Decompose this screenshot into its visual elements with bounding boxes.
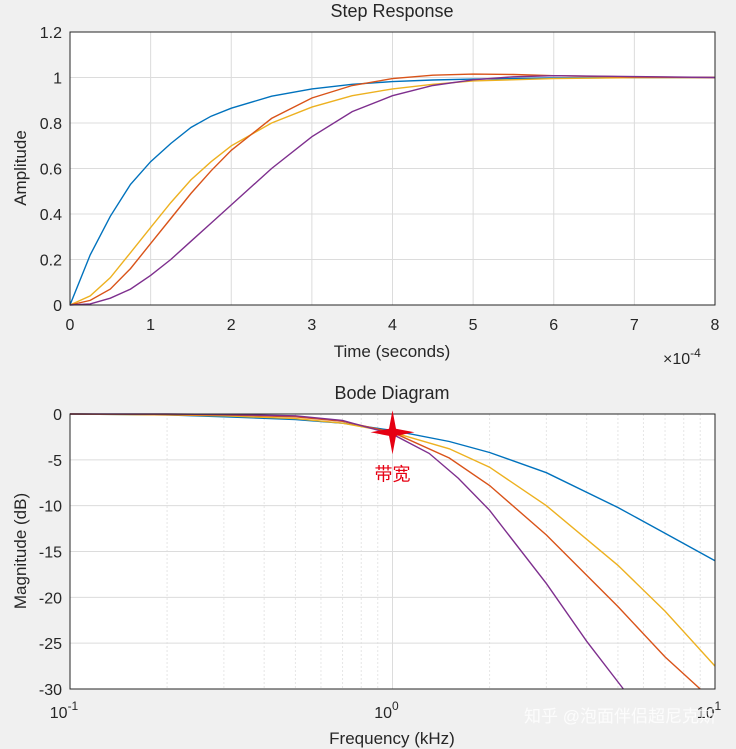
- bode-ytick-label: 0: [53, 407, 62, 424]
- bode-xtick-base: 10: [374, 705, 392, 722]
- step-ytick-label: 1.2: [40, 25, 62, 42]
- bode-series-line-2: [69, 413, 716, 667]
- bandwidth-star-marker: [370, 410, 415, 455]
- step-xtick-label: 4: [388, 317, 397, 334]
- bandwidth-annotation: 带宽: [370, 410, 415, 484]
- step-tick-labels: 0 1 2 3 4 5 6 7 8 0 0.2 0.4 0.6 0.8 1 1.2: [40, 25, 720, 334]
- bode-xtick-exponent: -1: [68, 699, 79, 713]
- bode-ytick-label: -10: [39, 499, 62, 516]
- step-xtick-label: 1: [146, 317, 155, 334]
- bode-xlabel: Frequency (kHz): [329, 729, 455, 748]
- bode-xtick-base: 10: [697, 705, 715, 722]
- step-ytick-label: 0: [53, 298, 62, 315]
- step-ytick-label: 0.8: [40, 116, 62, 133]
- step-axes-box: [69, 31, 716, 306]
- step-ylabel: Amplitude: [11, 130, 30, 206]
- step-ytick-label: 0.4: [40, 207, 62, 224]
- step-title: Step Response: [330, 1, 453, 21]
- step-series-line-4: [69, 74, 716, 306]
- watermark: 知乎 @泡面伴侣超尼克斯: [524, 707, 716, 726]
- step-xtick-label: 3: [307, 317, 316, 334]
- step-xtick-label: 2: [227, 317, 236, 334]
- step-xtick-label: 6: [549, 317, 558, 334]
- bode-xtick-exponent: 1: [715, 699, 722, 713]
- step-series-group: [69, 73, 716, 306]
- bode-xtick-label: 10-1: [50, 699, 79, 722]
- bode-xtick-base: 10: [50, 705, 68, 722]
- step-ytick-label: 0.6: [40, 162, 62, 179]
- bode-xtick-label: 100: [374, 699, 399, 722]
- bode-ylabel: Magnitude (dB): [11, 493, 30, 609]
- step-xtick-label: 7: [630, 317, 639, 334]
- step-response-plot: 0 1 2 3 4 5 6 7 8 0 0.2 0.4 0.6 0.8 1 1.2 Step Response…: [11, 1, 720, 368]
- step-x-multiplier: ×10-4: [663, 346, 701, 368]
- step-xtick-label: 8: [711, 317, 720, 334]
- bode-ytick-label: -5: [48, 453, 62, 470]
- bode-xtick-exponent: 0: [392, 699, 399, 713]
- bode-xtick-label: 101: [697, 699, 722, 722]
- bode-ytick-label: -30: [39, 682, 62, 699]
- bode-ytick-label: -20: [39, 590, 62, 607]
- step-ytick-label: 0.2: [40, 253, 62, 270]
- bandwidth-label: 带宽: [375, 464, 411, 484]
- step-x-multiplier-exponent: -4: [690, 346, 701, 360]
- bode-grid: [69, 413, 716, 690]
- step-xtick-label: 0: [66, 317, 75, 334]
- bode-title: Bode Diagram: [334, 383, 449, 403]
- step-xlabel: Time (seconds): [334, 342, 451, 361]
- step-series-line-3: [69, 73, 716, 306]
- bode-ytick-label: -25: [39, 636, 62, 653]
- bode-series-line-1: [69, 413, 716, 562]
- step-ytick-label: 1: [53, 71, 62, 88]
- bode-ytick-label: -15: [39, 545, 62, 562]
- step-xtick-label: 5: [469, 317, 478, 334]
